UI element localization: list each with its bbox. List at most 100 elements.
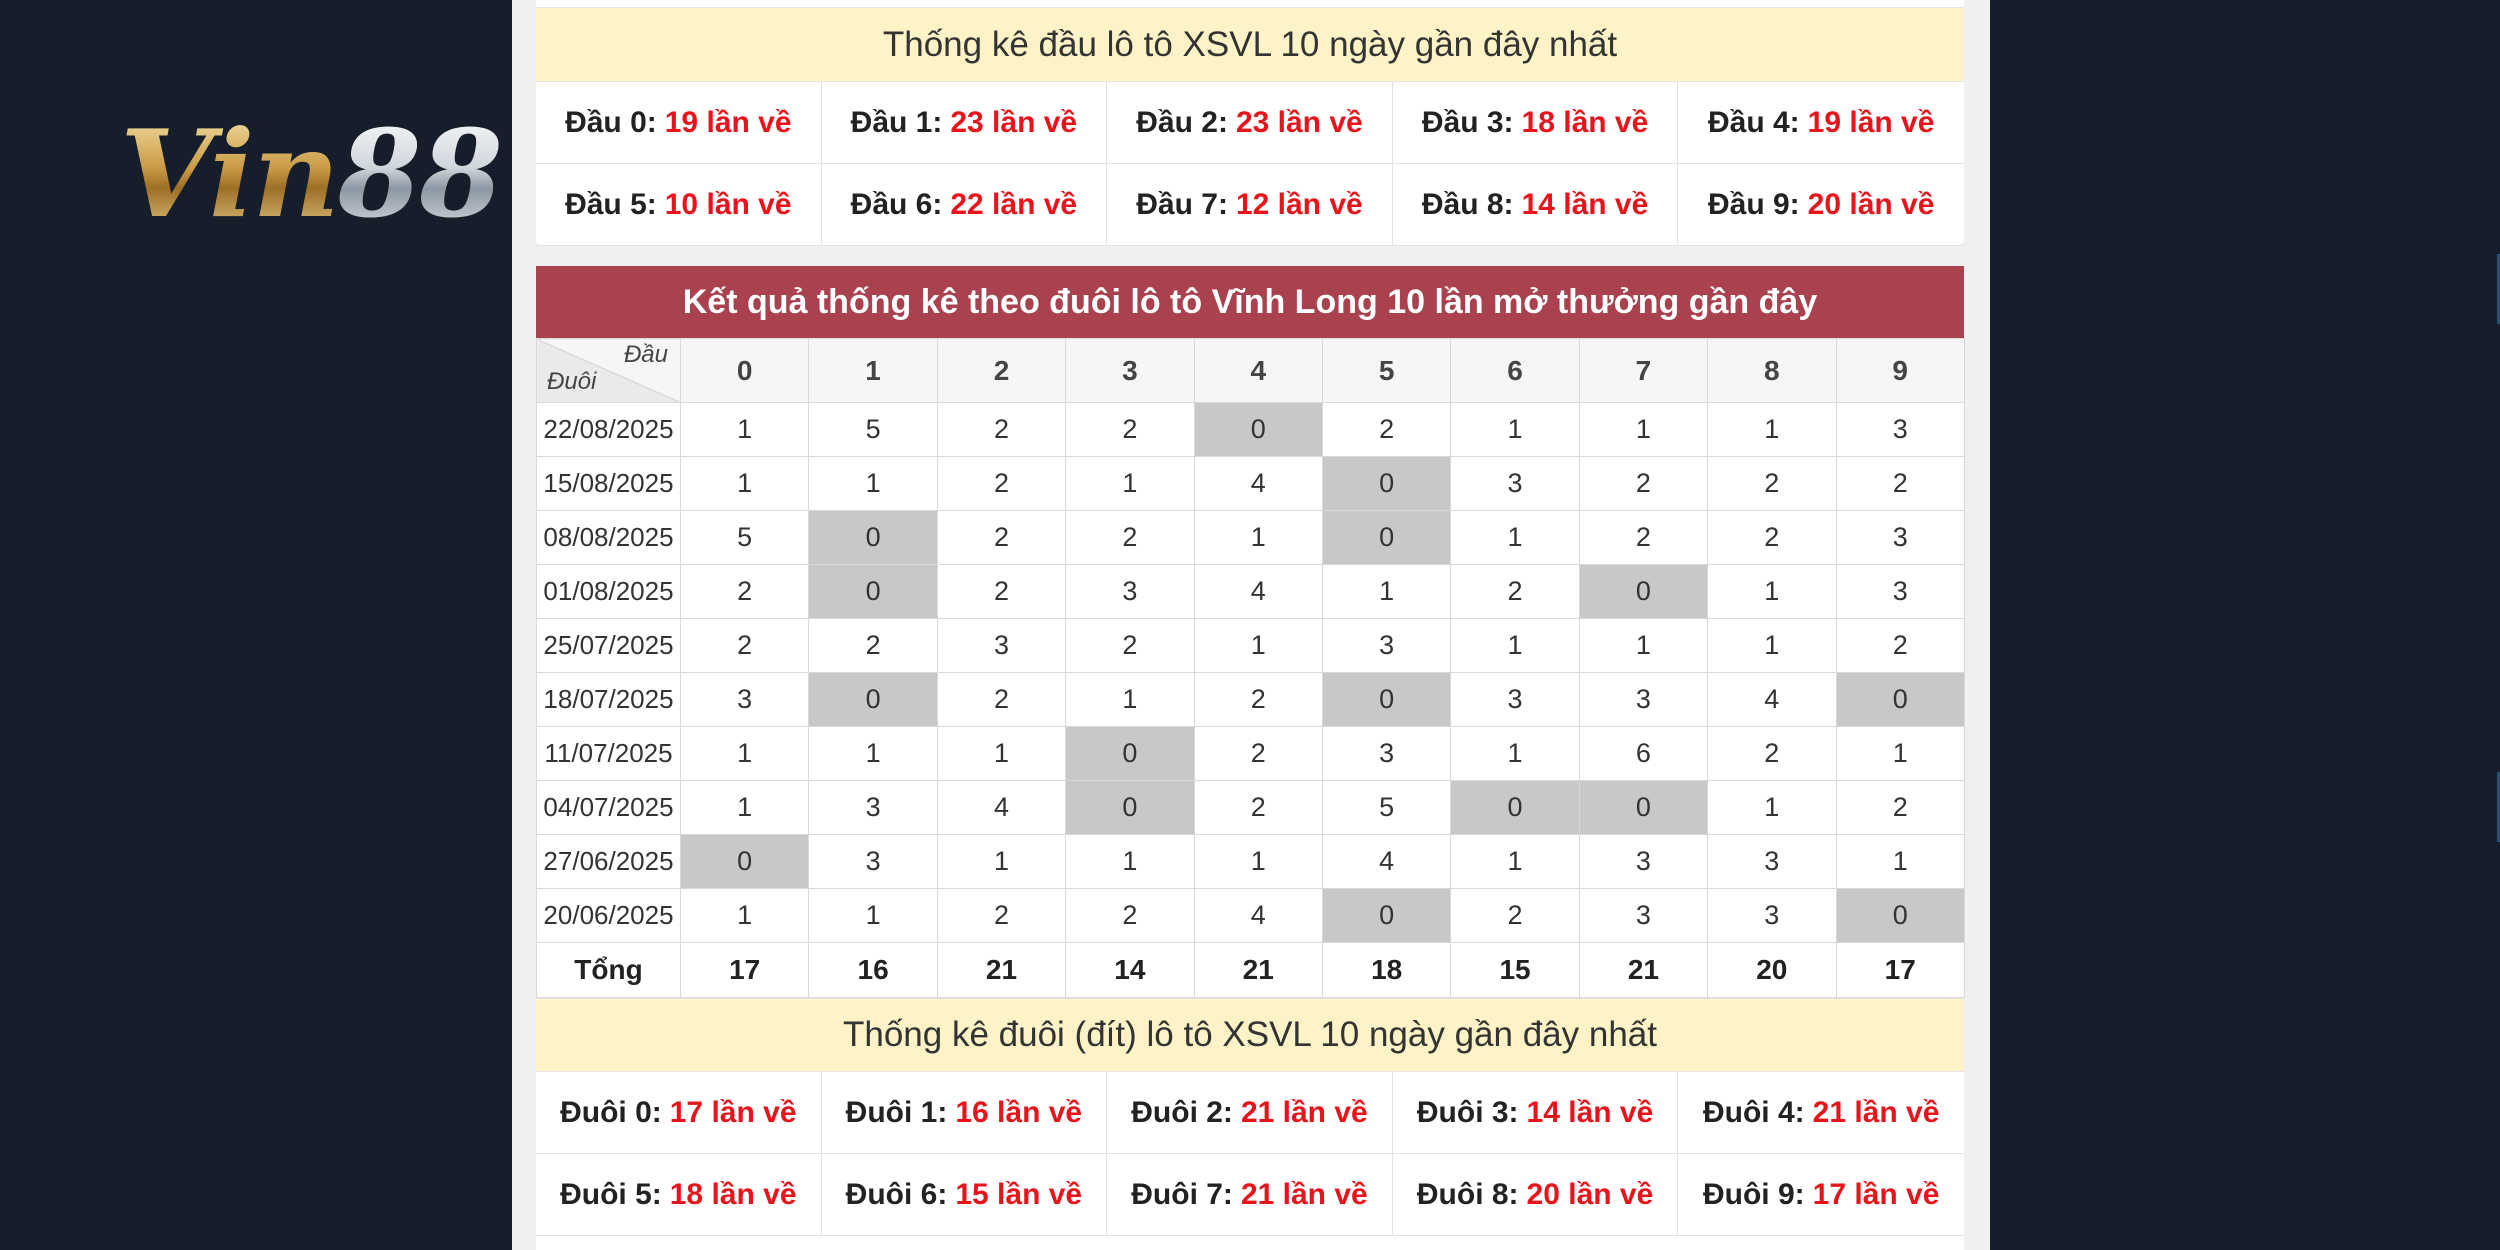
table-cell: 0 — [1193, 402, 1323, 457]
total-row: Tổng 17 16 21 14 21 18 15 21 20 17 — [536, 942, 1965, 998]
column-header-0: 0 — [679, 338, 810, 403]
dau-count: 12 lần về — [1235, 187, 1363, 221]
total-cell: 17 — [679, 942, 810, 998]
dau-item-3: Đầu 3: 18 lần về — [1392, 82, 1679, 164]
table-row: 20/06/2025 1 1 2 2 4 0 2 3 3 0 — [536, 888, 1965, 943]
table-cell: 1 — [679, 456, 810, 511]
total-cell: 21 — [1578, 942, 1709, 998]
duoi-count: 20 lần về — [1526, 1177, 1654, 1211]
table-cell: 3 — [808, 834, 938, 889]
duoi-item-8: Đuôi 8: 20 lần về — [1392, 1154, 1679, 1236]
table-cell: 2 — [1065, 888, 1195, 943]
vin88-logo[interactable]: Vin88 — [120, 110, 503, 240]
table-cell: 1 — [1450, 726, 1580, 781]
duoi-label: Đuôi 0: — [560, 1095, 662, 1129]
table-cell: 3 — [1450, 672, 1580, 727]
column-header-2: 2 — [936, 338, 1067, 403]
row-date: 11/07/2025 — [536, 726, 681, 781]
dau-count: 20 lần về — [1807, 187, 1935, 221]
table-cell: 2 — [1707, 726, 1837, 781]
table-cell: 6 — [1578, 726, 1709, 781]
table-cell: 2 — [936, 888, 1067, 943]
table-cell: 3 — [1835, 564, 1965, 619]
table-cell: 3 — [1065, 564, 1195, 619]
table-cell: 2 — [1707, 456, 1837, 511]
dau-stats-box: Thống kê đầu lô tô XSVL 10 ngày gần đây … — [536, 0, 1964, 246]
table-cell: 1 — [1065, 456, 1195, 511]
duoi-item-2: Đuôi 2: 21 lần về — [1107, 1072, 1393, 1154]
duoi-item-4: Đuôi 4: 21 lần về — [1678, 1072, 1964, 1154]
dau-count: 18 lần về — [1521, 105, 1649, 139]
duoi-count: 21 lần về — [1240, 1095, 1368, 1129]
duoi-count: 16 lần về — [955, 1095, 1083, 1129]
dau-count: 23 lần về — [1235, 105, 1363, 139]
dau-item-6: Đầu 6: 22 lần về — [821, 164, 1108, 246]
table-cell: 0 — [1321, 510, 1452, 565]
table-cell: 1 — [1578, 402, 1709, 457]
dau-count: 23 lần về — [950, 105, 1078, 139]
table-cell: 4 — [1193, 564, 1323, 619]
table-cell: 0 — [1578, 564, 1709, 619]
row-date: 20/06/2025 — [536, 888, 681, 943]
table-cell: 3 — [1835, 402, 1965, 457]
table-cell: 2 — [1193, 672, 1323, 727]
total-label: Tổng — [536, 942, 681, 998]
duoi-label: Đuôi 7: — [1131, 1177, 1233, 1211]
duoi-item-5: Đuôi 5: 18 lần về — [536, 1154, 822, 1236]
table-cell: 2 — [1450, 564, 1580, 619]
dau-count: 22 lần về — [950, 187, 1078, 221]
table-cell: 3 — [1707, 888, 1837, 943]
dau-label: Đầu 1: — [850, 105, 943, 139]
table-cell: 1 — [679, 402, 810, 457]
dau-count: 10 lần về — [664, 187, 792, 221]
table-cell: 4 — [936, 780, 1067, 835]
scroll-marker — [2497, 772, 2500, 842]
dau-label: Đầu 4: — [1707, 105, 1800, 139]
table-row: 08/08/2025 5 0 2 2 1 0 1 2 2 3 — [536, 510, 1965, 565]
table-cell: 1 — [1578, 618, 1709, 673]
table-cell: 1 — [808, 726, 938, 781]
table-cell: 2 — [679, 564, 810, 619]
dau-label: Đầu 6: — [850, 187, 943, 221]
total-cell: 17 — [1835, 942, 1965, 998]
column-header-6: 6 — [1450, 338, 1580, 403]
table-cell: 5 — [808, 402, 938, 457]
table-cell: 2 — [936, 402, 1067, 457]
duoi-item-3: Đuôi 3: 14 lần về — [1392, 1072, 1679, 1154]
table-cell: 0 — [1065, 780, 1195, 835]
table-cell: 1 — [1321, 564, 1452, 619]
total-cell: 20 — [1707, 942, 1837, 998]
total-cell: 18 — [1321, 942, 1452, 998]
table-cell: 3 — [1578, 888, 1709, 943]
table-cell: 1 — [679, 726, 810, 781]
duoi-stats-grid: Đuôi 0: 17 lần về Đuôi 1: 16 lần về Đuôi 2: 2… — [536, 1072, 1964, 1236]
duoi-count: 17 lần về — [1812, 1177, 1940, 1211]
dau-label: Đầu 3: — [1421, 105, 1514, 139]
duoi-item-0: Đuôi 0: 17 lần về — [536, 1072, 822, 1154]
table-cell: 2 — [1835, 456, 1965, 511]
table-cell: 2 — [1707, 510, 1837, 565]
table-cell: 3 — [936, 618, 1067, 673]
duoi-count: 14 lần về — [1526, 1095, 1654, 1129]
scroll-marker — [2497, 254, 2500, 324]
table-cell: 1 — [1450, 510, 1580, 565]
table-cell: 2 — [679, 618, 810, 673]
table-cell: 4 — [1707, 672, 1837, 727]
duoi-label: Đuôi 5: — [560, 1177, 662, 1211]
row-date: 25/07/2025 — [536, 618, 681, 673]
table-cell: 5 — [1321, 780, 1452, 835]
table-cell: 2 — [936, 510, 1067, 565]
duoi-count: 15 lần về — [955, 1177, 1083, 1211]
row-date: 27/06/2025 — [536, 834, 681, 889]
table-cell: 2 — [1065, 510, 1195, 565]
dau-item-5: Đầu 5: 10 lần về — [536, 164, 822, 246]
table-cell: 1 — [1707, 618, 1837, 673]
table-cell: 0 — [1578, 780, 1709, 835]
table-cell: 1 — [1450, 402, 1580, 457]
dau-label: Đầu 5: — [565, 187, 657, 221]
table-cell: 2 — [808, 618, 938, 673]
table-cell: 2 — [1450, 888, 1580, 943]
table-row: 27/06/2025 0 3 1 1 1 4 1 3 3 1 — [536, 834, 1965, 889]
table-cell: 2 — [936, 672, 1067, 727]
